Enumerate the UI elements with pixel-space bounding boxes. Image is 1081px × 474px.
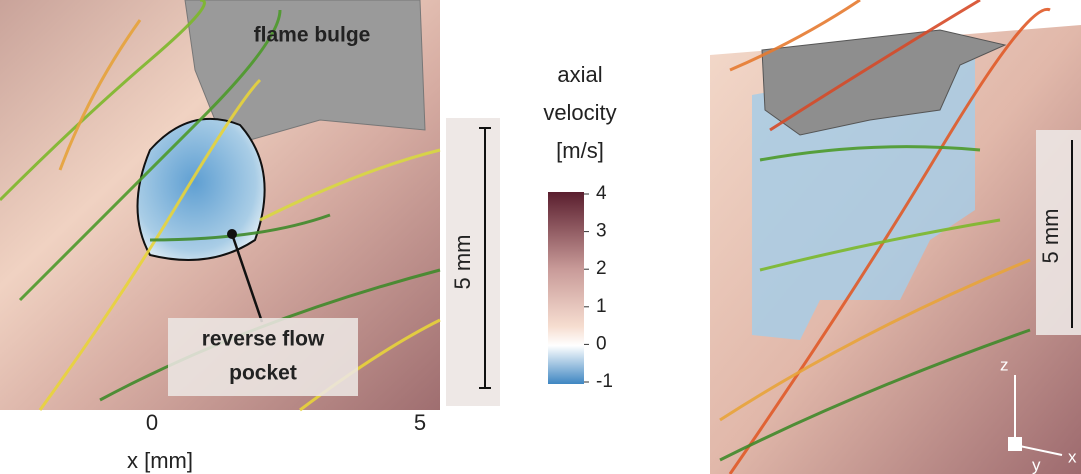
left-panel: flame bulge reverse flow pocket 5 mm 0 5… [0, 0, 500, 473]
pocket-label: pocket [229, 362, 297, 385]
colorbar: axial velocity [m/s] 4 3 2 1 0 -1 [543, 62, 616, 392]
colorbar-title: velocity [543, 100, 616, 125]
pointer-dot [227, 229, 237, 239]
axis-label: x [1068, 447, 1077, 466]
right-panel: 5 mm z x y [710, 0, 1081, 474]
colorbar-title: [m/s] [556, 138, 604, 163]
colorbar-title: axial [557, 62, 602, 87]
scale-label: 5 mm [450, 235, 475, 290]
colorbar-tick-label: 0 [596, 333, 607, 354]
x-tick-label: 5 [414, 410, 426, 435]
axis-label: z [1000, 355, 1009, 374]
colorbar-tick-label: 1 [596, 296, 607, 317]
colorbar-tick-label: 3 [596, 221, 607, 242]
x-axis-label: x [mm] [127, 448, 193, 473]
pocket-label: reverse flow [202, 328, 325, 351]
axis-label: y [1032, 455, 1041, 474]
scale-label: 5 mm [1038, 209, 1063, 264]
flame-label: flame bulge [254, 24, 371, 47]
x-tick-label: 0 [146, 410, 158, 435]
colorbar-scale [548, 192, 584, 384]
colorbar-tick-label: 2 [596, 258, 607, 279]
axis-origin [1008, 437, 1022, 451]
colorbar-tick-label: 4 [596, 183, 607, 204]
colorbar-tick-label: -1 [596, 371, 613, 392]
figure: flame bulge reverse flow pocket 5 mm 0 5… [0, 0, 1081, 474]
